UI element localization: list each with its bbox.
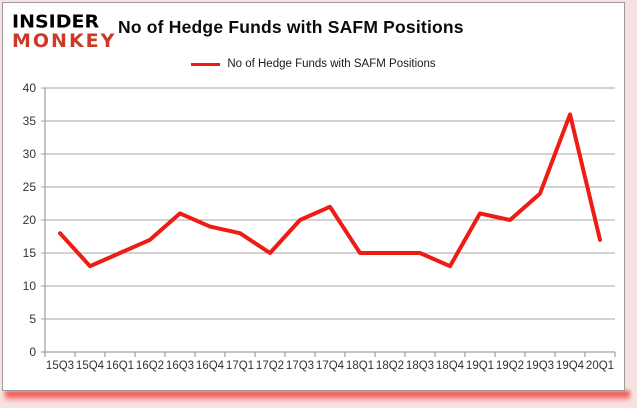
legend-line-swatch xyxy=(191,62,221,66)
x-tick-label: 20Q1 xyxy=(586,360,614,372)
y-tick-label: 20 xyxy=(23,213,37,227)
chart-panel: INSIDER MONKEY No of Hedge Funds with SA… xyxy=(2,2,625,391)
x-tick-label: 16Q1 xyxy=(106,360,134,372)
x-tick-label: 19Q1 xyxy=(466,360,494,372)
red-bottom-glow xyxy=(5,391,630,402)
y-tick-label: 35 xyxy=(23,114,37,128)
insider-monkey-logo: INSIDER MONKEY xyxy=(12,13,122,51)
legend-label: No of Hedge Funds with SAFM Positions xyxy=(227,58,436,70)
x-tick-label: 18Q4 xyxy=(436,360,465,372)
y-tick-label: 25 xyxy=(23,180,37,194)
x-tick-label: 18Q2 xyxy=(376,360,404,372)
x-tick-label: 18Q1 xyxy=(346,360,374,372)
x-tick-label: 19Q2 xyxy=(496,360,524,372)
x-tick-label: 18Q3 xyxy=(406,360,434,372)
y-tick-label: 0 xyxy=(29,345,36,359)
y-tick-label: 15 xyxy=(23,246,37,260)
x-tick-label: 17Q1 xyxy=(226,360,254,372)
x-tick-label: 15Q3 xyxy=(46,360,74,372)
y-tick-label: 30 xyxy=(23,147,37,161)
x-tick-label: 17Q2 xyxy=(256,360,284,372)
logo-monkey-text: MONKEY xyxy=(12,30,117,52)
data-line xyxy=(58,112,602,269)
x-tick-label: 17Q4 xyxy=(316,360,345,372)
chart-title: No of Hedge Funds with SAFM Positions xyxy=(118,17,464,37)
logo-insider-text: INSIDER xyxy=(12,11,100,33)
x-tick-label: 19Q3 xyxy=(526,360,554,372)
x-tick-label: 16Q2 xyxy=(136,360,164,372)
x-tick-label: 15Q4 xyxy=(76,360,105,372)
y-tick-label: 5 xyxy=(29,312,36,326)
x-tick-label: 16Q4 xyxy=(196,360,225,372)
legend: No of Hedge Funds with SAFM Positions xyxy=(3,58,624,70)
x-tick-label: 16Q3 xyxy=(166,360,194,372)
x-tick-label: 19Q4 xyxy=(556,360,585,372)
x-tick-label: 17Q3 xyxy=(286,360,314,372)
y-tick-label: 40 xyxy=(23,81,37,95)
y-tick-label: 10 xyxy=(23,279,37,293)
line-chart: 0 5 10 15 20 25 30 35 40 15Q3 15Q4 16Q1 16Q2 16Q3 16Q4… xyxy=(23,81,616,372)
